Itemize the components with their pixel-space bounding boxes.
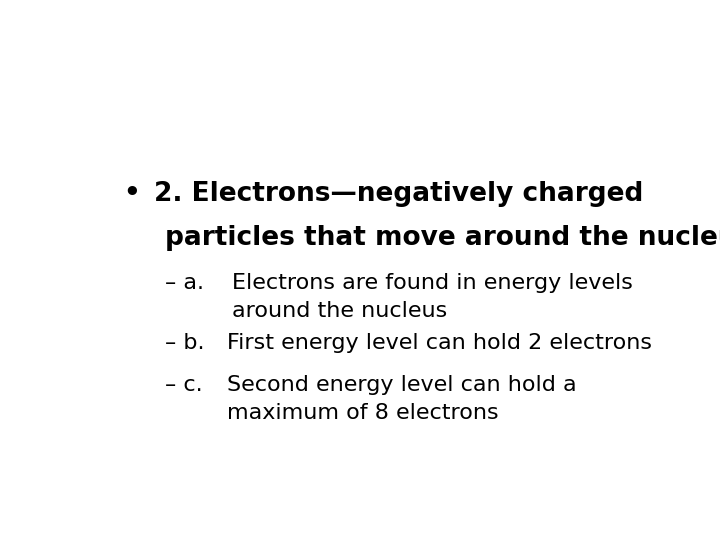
Text: Electrons are found in energy levels
around the nucleus: Electrons are found in energy levels aro… xyxy=(233,273,633,321)
Text: – c.: – c. xyxy=(166,375,203,395)
Text: 2. Electrons—negatively charged: 2. Electrons—negatively charged xyxy=(154,181,644,207)
Text: particles that move around the nucleus: particles that move around the nucleus xyxy=(166,225,720,251)
Text: – a.: – a. xyxy=(166,273,204,293)
Text: First energy level can hold 2 electrons: First energy level can hold 2 electrons xyxy=(227,333,652,353)
Text: Second energy level can hold a
maximum of 8 electrons: Second energy level can hold a maximum o… xyxy=(227,375,576,423)
Text: – b.: – b. xyxy=(166,333,204,353)
Text: •: • xyxy=(124,181,140,207)
